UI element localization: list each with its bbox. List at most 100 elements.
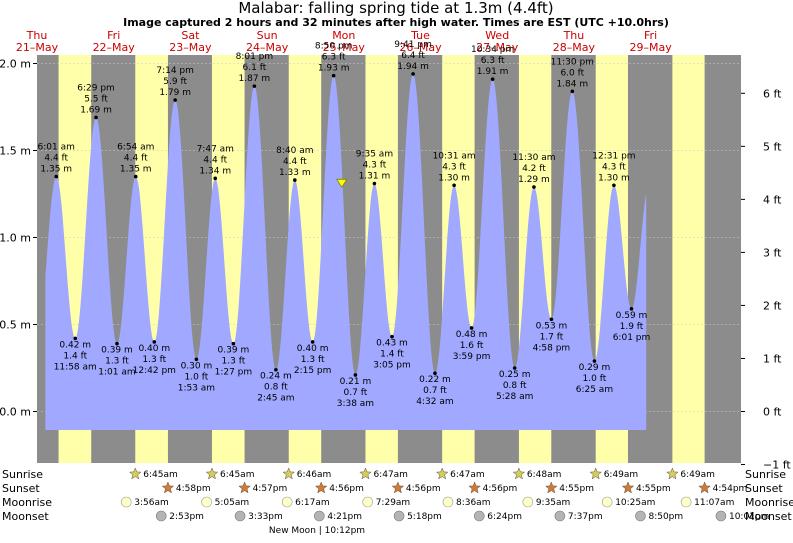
moonrise-time: 11:07am — [694, 498, 734, 508]
axes: 2.0 m 1.5 m 1.0 m 0.5 m 0.0 m 6 ft 5 ft 4 ft 3 f… — [0, 58, 791, 472]
moonset-icon — [715, 510, 727, 522]
tide-label: 0.22 m — [419, 375, 451, 385]
tide-point — [194, 357, 199, 362]
sunrise-icon — [205, 467, 219, 480]
tide-label: 8:40 am — [276, 146, 313, 156]
tide-label: 1.3 ft — [301, 355, 325, 365]
y-tick-label-m: 2.0 m — [0, 58, 31, 71]
moonrise-time: 5:05am — [215, 498, 250, 508]
sunrise-time: 6:49am — [604, 470, 639, 480]
sunset-time: 4:56pm — [406, 484, 441, 494]
tide-label: 0.40 m — [297, 344, 329, 354]
tide-label: 7:47 am — [197, 144, 234, 154]
tide-point — [532, 185, 536, 189]
sunset-time: 4:56pm — [329, 484, 364, 494]
tide-point — [73, 336, 78, 341]
tide-label: 0.21 m — [340, 377, 372, 387]
tide-label: 1.35 m — [120, 165, 152, 175]
sunset-time: 4:57pm — [253, 484, 288, 494]
tide-label: 11:30 pm — [551, 57, 594, 67]
tide-label: 0.25 m — [499, 370, 531, 380]
tide-point — [612, 183, 616, 188]
sunset-icon — [468, 481, 481, 494]
tide-point — [629, 307, 634, 311]
y-tick-label-ft: 4 ft — [763, 193, 782, 206]
day-of-week-label: Wed — [485, 29, 509, 42]
moonrise-icon — [601, 496, 613, 508]
sunset-time: 4:56pm — [483, 484, 518, 494]
tide-point — [452, 183, 456, 188]
sunrise-icon — [282, 467, 296, 480]
tide-point — [469, 326, 474, 330]
tide-point — [490, 77, 495, 81]
day-of-week-label: Sun — [257, 29, 278, 42]
moonset-time: 10:01pm — [729, 512, 769, 522]
tide-label: 0.59 m — [616, 311, 648, 321]
tide-label: 4.4 ft — [124, 154, 148, 164]
moonrise-icon — [120, 496, 132, 508]
tide-label: 11:58 am — [54, 362, 97, 372]
tide-label: 0.39 m — [101, 346, 133, 356]
moonset-time: 5:18pm — [407, 512, 442, 522]
tide-label: 1.0 ft — [185, 372, 209, 382]
sunrise-time: 6:45am — [143, 470, 178, 480]
tide-label: 1.35 m — [40, 165, 72, 175]
sunrise-time: 6:46am — [297, 470, 332, 480]
y-tick-label-ft: 2 ft — [763, 299, 782, 312]
tide-label: 4:58 pm — [533, 343, 571, 353]
tide-label: 1.87 m — [239, 74, 271, 84]
y-tick-label-ft: 6 ft — [763, 87, 782, 100]
tide-label: 12:31 pm — [592, 151, 635, 161]
y-tick-label-ft: 5 ft — [763, 140, 782, 153]
tide-point — [372, 181, 377, 186]
tide-label: 0.39 m — [218, 346, 250, 356]
tide-label: 1.94 m — [397, 62, 429, 72]
tide-label: 9:41 pm — [394, 40, 432, 50]
moonset-icon — [393, 510, 405, 522]
day-of-week-label: Mon — [332, 29, 355, 42]
tide-label: 1.29 m — [518, 175, 550, 185]
moonset-icon — [314, 510, 325, 522]
tide-label: 1.93 m — [318, 64, 350, 74]
tide-label: 0.24 m — [260, 372, 292, 382]
tide-label: 4.4 ft — [203, 155, 227, 165]
date-label: 28–May — [553, 41, 596, 54]
sunrise-time: 6:49am — [680, 470, 715, 480]
tide-label: 8:50 pm — [315, 42, 353, 52]
tide-label: 1.9 ft — [620, 322, 644, 332]
tide-label: 2:45 am — [257, 394, 294, 404]
sunrise-icon — [435, 467, 449, 480]
tide-point — [152, 340, 157, 344]
tide-label: 4:32 am — [416, 397, 453, 407]
daylight-band — [672, 55, 705, 463]
tide-point — [592, 359, 597, 363]
moonset-time: 6:24pm — [487, 512, 522, 522]
tide-label: 0.7 ft — [344, 388, 368, 398]
tide-point — [94, 115, 98, 120]
tide-point — [274, 367, 278, 372]
sunset-time: 4:55pm — [636, 484, 671, 494]
date-label: 26–May — [399, 41, 442, 54]
tide-label: 0.8 ft — [503, 381, 527, 391]
day-of-week-label: Thu — [26, 29, 48, 42]
sunrise-icon — [666, 467, 679, 480]
day-of-week-label: Fri — [107, 29, 120, 42]
sunset-time: 4:55pm — [559, 484, 594, 494]
tide-label: 6.3 ft — [322, 53, 346, 63]
sunrise-icon — [512, 467, 526, 480]
tide-point — [570, 89, 575, 94]
tide-label: 4.3 ft — [363, 161, 387, 171]
tide-label: 6.1 ft — [243, 63, 267, 73]
moonrise-time: 10:25am — [615, 498, 655, 508]
tide-label: 5.9 ft — [163, 77, 187, 87]
tide-point — [549, 317, 554, 322]
tide-label: 5.5 ft — [84, 94, 108, 104]
sunrise-icon — [359, 467, 372, 480]
moonset-time: 8:50pm — [648, 512, 683, 522]
tide-point — [293, 178, 297, 182]
sunrise-icon — [589, 467, 603, 480]
date-label: 21–May — [16, 41, 59, 54]
tide-label: 0.7 ft — [423, 386, 447, 396]
tide-label: 1.79 m — [159, 88, 191, 98]
